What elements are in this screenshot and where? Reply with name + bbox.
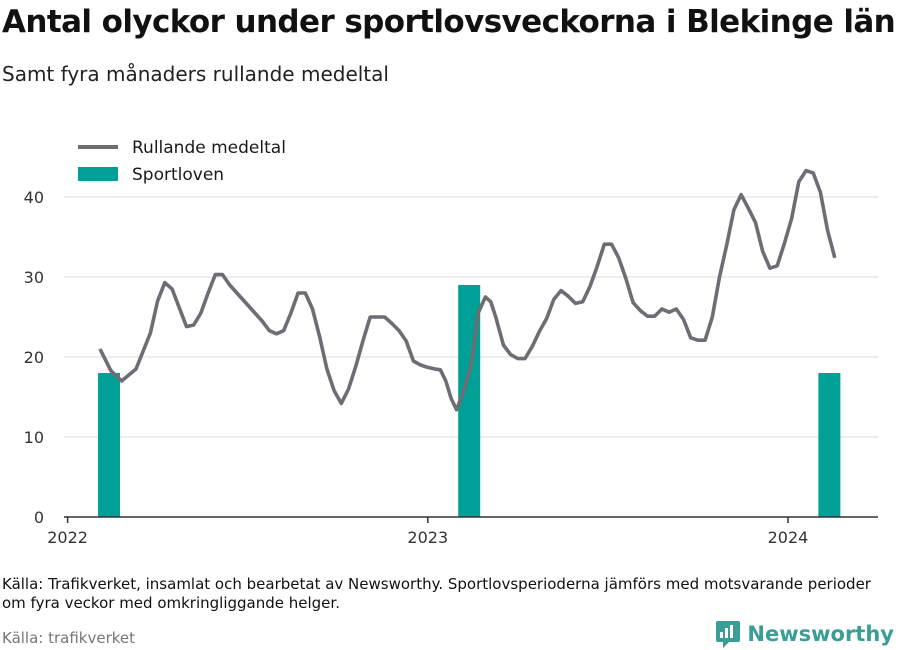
bar-sportloven xyxy=(818,373,841,517)
series-line-rullande-medeltal xyxy=(98,168,837,412)
source-note: Källa: Trafikverket, insamlat och bearbe… xyxy=(2,575,871,612)
x-tick-label: 2023 xyxy=(407,528,448,547)
brand-logo: Newsworthy xyxy=(715,618,894,650)
source-credit: Källa: trafikverket xyxy=(2,629,136,647)
y-tick-label: 20 xyxy=(24,348,44,367)
bars xyxy=(98,285,841,517)
y-tick-label: 0 xyxy=(34,508,44,527)
chart-title: Antal olyckor under sportlovsveckorna i … xyxy=(2,4,896,40)
y-tick-label: 40 xyxy=(24,188,44,207)
x-axis-ticks: 2022 2023 2024 xyxy=(47,517,808,547)
legend-bar-swatch xyxy=(78,167,118,181)
y-tick-label: 10 xyxy=(24,428,44,447)
chart-subtitle: Samt fyra månaders rullande medeltal xyxy=(2,62,389,86)
x-tick-label: 2022 xyxy=(47,528,88,547)
legend: Rullande medeltal Sportloven xyxy=(78,138,286,185)
bar-sportloven xyxy=(98,373,121,517)
legend-label: Sportloven xyxy=(132,165,224,185)
newsworthy-logo-icon xyxy=(716,621,741,648)
x-tick-label: 2024 xyxy=(768,528,809,547)
y-tick-label: 30 xyxy=(24,268,44,287)
brand-name: Newsworthy xyxy=(747,622,894,646)
legend-label: Rullande medeltal xyxy=(132,138,286,158)
y-axis-ticks: 0 10 20 30 40 xyxy=(24,188,44,527)
